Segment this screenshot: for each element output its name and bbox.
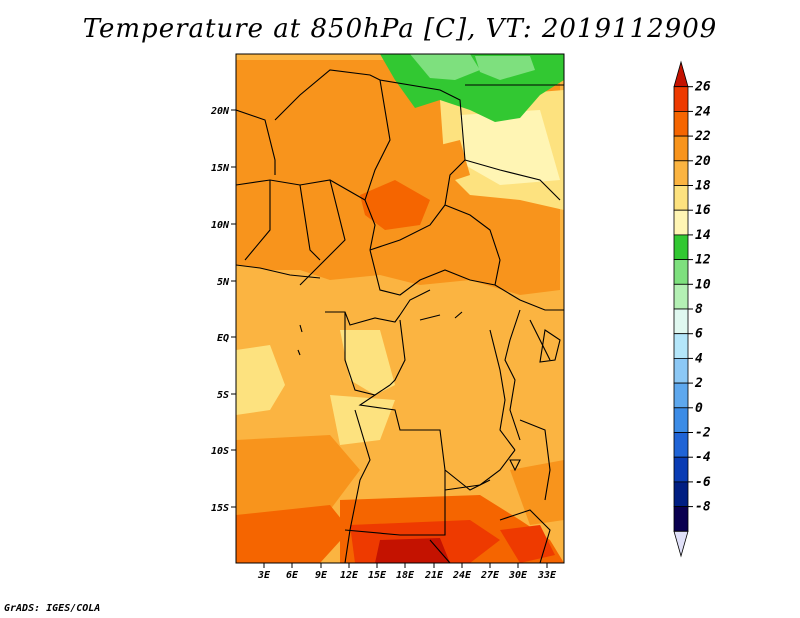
colorbar-label: 20 xyxy=(694,154,711,169)
colorbar-label: 14 xyxy=(695,228,711,243)
lon-label: 6E xyxy=(286,570,299,581)
lon-label: 9E xyxy=(315,570,328,581)
lat-label: EQ xyxy=(217,333,229,344)
country-borders xyxy=(236,69,564,563)
colorbar-label: 16 xyxy=(695,203,711,218)
lon-label: 27E xyxy=(480,570,500,581)
map-frame xyxy=(235,53,565,564)
lon-label: 33E xyxy=(537,570,557,581)
colorbar-label: 4 xyxy=(695,351,703,366)
colorbar-segment xyxy=(673,308,689,335)
colorbar-segment xyxy=(673,234,689,260)
colorbar-segment xyxy=(673,259,689,285)
map-title: Temperature at 850hPa [C], VT: 201911290… xyxy=(82,14,718,44)
colorbar-label: 10 xyxy=(695,277,711,292)
colorbar-segment xyxy=(673,86,689,112)
colorbar-segment xyxy=(673,432,689,458)
colorbar-segment xyxy=(673,209,689,236)
lon-label: 12E xyxy=(340,570,359,581)
colorbar-label: 2 xyxy=(694,376,703,391)
lon-label: 18E xyxy=(396,570,415,581)
longitude-axis: 3E 6E 9E 12E 15E 18E 21E 24E 27E 30E 33E xyxy=(257,563,557,581)
colorbar-segment xyxy=(673,357,689,384)
colorbar-label: 0 xyxy=(695,401,703,416)
lat-label: 5S xyxy=(217,390,229,401)
grads-credit: GrADS: IGES/COLA xyxy=(4,603,101,614)
colorbar-segment xyxy=(673,506,689,532)
colorbar-segment xyxy=(673,382,689,409)
colorbar-segment xyxy=(673,333,689,359)
colorbar-label: -6 xyxy=(695,475,711,490)
lat-label: 10S xyxy=(211,446,229,457)
colorbar-segment xyxy=(673,283,689,310)
lon-label: 24E xyxy=(452,570,472,581)
colorbar-label: -2 xyxy=(695,426,711,441)
colorbar-segment xyxy=(673,185,689,211)
colorbar-label: 22 xyxy=(694,129,711,144)
lon-label: 3E xyxy=(257,570,271,581)
lat-label: 5N xyxy=(217,277,230,288)
colorbar-segment xyxy=(673,530,689,558)
colorbar-label: 26 xyxy=(694,80,711,95)
lat-label: 15S xyxy=(211,503,229,514)
colorbar-label: 6 xyxy=(695,327,703,342)
colorbar-label: 18 xyxy=(695,179,711,194)
temperature-field xyxy=(236,54,564,563)
lat-label: 15N xyxy=(211,163,230,174)
colorbar-segment xyxy=(673,160,689,186)
lon-label: 15E xyxy=(368,570,387,581)
colorbar-segment xyxy=(673,456,689,483)
colorbar-label: -4 xyxy=(695,450,711,465)
latitude-axis: 20N 15N 10N 5N EQ 5S 10S 15S xyxy=(210,106,236,514)
colorbar-segment xyxy=(673,60,689,88)
colorbar-label: 12 xyxy=(695,253,711,268)
colorbar-segment xyxy=(673,481,689,507)
lat-label: 20N xyxy=(210,106,230,117)
colorbar-segment xyxy=(673,111,689,137)
colorbar-label: 24 xyxy=(694,104,711,119)
lat-label: 10N xyxy=(211,220,230,231)
colorbar-segment xyxy=(673,135,689,162)
colorbar-label: 8 xyxy=(695,302,703,317)
lon-label: 21E xyxy=(424,570,444,581)
colorbar-label: -8 xyxy=(695,500,711,515)
colorbar-segment xyxy=(673,407,689,433)
lon-label: 30E xyxy=(508,570,528,581)
